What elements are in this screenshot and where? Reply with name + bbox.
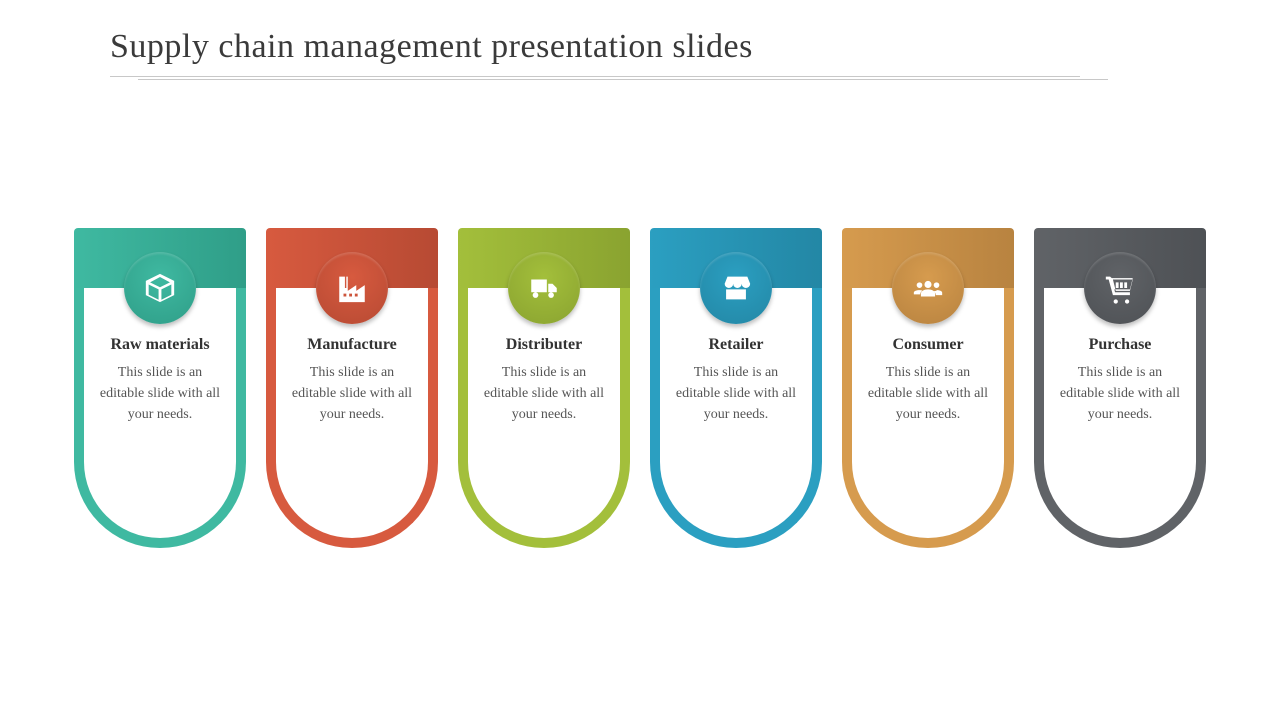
card-heading: Purchase xyxy=(1054,336,1186,354)
card-heading: Distributer xyxy=(478,336,610,354)
card-distributer: Distributer This slide is an editable sl… xyxy=(458,228,630,548)
card-consumer: Consumer This slide is an editable slide… xyxy=(842,228,1014,548)
card-desc: This slide is an editable slide with all… xyxy=(94,362,226,425)
truck-icon xyxy=(508,252,580,324)
title-area: Supply chain management presentation sli… xyxy=(110,28,1080,80)
card-desc: This slide is an editable slide with all… xyxy=(862,362,994,425)
card-heading: Retailer xyxy=(670,336,802,354)
card-desc: This slide is an editable slide with all… xyxy=(1054,362,1186,425)
card-raw-materials: Raw materials This slide is an editable … xyxy=(74,228,246,548)
card-heading: Raw materials xyxy=(94,336,226,354)
card-heading: Consumer xyxy=(862,336,994,354)
card-purchase: Purchase This slide is an editable slide… xyxy=(1034,228,1206,548)
cards-row: Raw materials This slide is an editable … xyxy=(74,228,1206,548)
card-manufacture: Manufacture This slide is an editable sl… xyxy=(266,228,438,548)
card-body: Purchase This slide is an editable slide… xyxy=(1034,288,1206,548)
store-icon xyxy=(700,252,772,324)
card-body: Raw materials This slide is an editable … xyxy=(74,288,246,548)
card-body: Consumer This slide is an editable slide… xyxy=(842,288,1014,548)
card-desc: This slide is an editable slide with all… xyxy=(670,362,802,425)
card-body: Retailer This slide is an editable slide… xyxy=(650,288,822,548)
card-body: Distributer This slide is an editable sl… xyxy=(458,288,630,548)
card-retailer: Retailer This slide is an editable slide… xyxy=(650,228,822,548)
title-underline xyxy=(110,76,1080,80)
card-heading: Manufacture xyxy=(286,336,418,354)
card-desc: This slide is an editable slide with all… xyxy=(286,362,418,425)
box-icon xyxy=(124,252,196,324)
card-desc: This slide is an editable slide with all… xyxy=(478,362,610,425)
card-body: Manufacture This slide is an editable sl… xyxy=(266,288,438,548)
page-title: Supply chain management presentation sli… xyxy=(110,28,1080,66)
cart-icon xyxy=(1084,252,1156,324)
people-icon xyxy=(892,252,964,324)
factory-icon xyxy=(316,252,388,324)
